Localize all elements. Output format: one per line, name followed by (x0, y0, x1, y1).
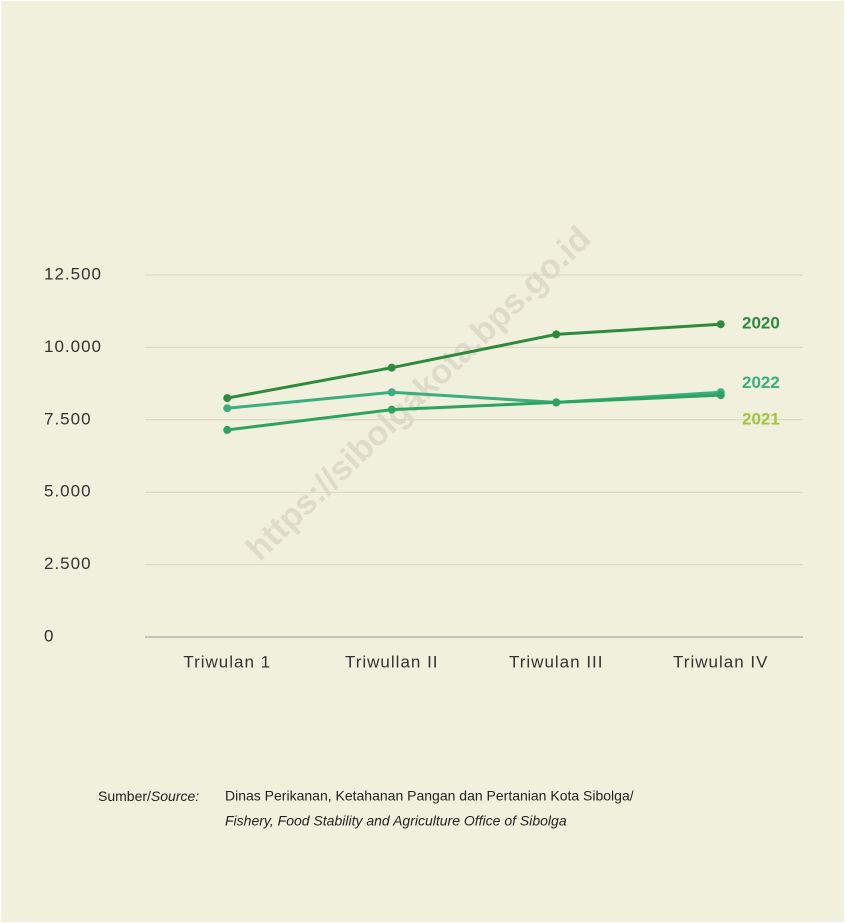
series-label: 2020 (742, 314, 780, 333)
source-label-id: Sumber/ (98, 788, 151, 804)
series-line (226, 322, 721, 400)
y-tick-label: 10.000 (44, 337, 102, 356)
source-label: Sumber/Source: (98, 788, 199, 804)
x-tick-label: Triwulan III (509, 652, 604, 671)
series-label: 2021 (742, 410, 780, 429)
y-tick-label: 5.000 (44, 482, 92, 501)
data-point (716, 391, 725, 400)
x-tick-label: Triwullan II (345, 652, 439, 671)
series-line (227, 393, 721, 432)
series-label: 2022 (742, 373, 780, 392)
y-tick-label: 2.500 (44, 554, 92, 573)
data-point (223, 425, 232, 434)
data-point (223, 394, 232, 403)
source-label-en: Source: (151, 788, 199, 804)
data-point (223, 404, 232, 413)
data-point (552, 330, 561, 339)
x-tick-label: Triwulan 1 (183, 652, 271, 671)
y-tick-label: 12.500 (44, 264, 102, 283)
data-point (552, 398, 561, 407)
y-tick-label: 0 (44, 626, 54, 645)
data-point (387, 405, 396, 414)
data-point (387, 363, 396, 372)
data-point (387, 388, 396, 397)
source-text: Dinas Perikanan, Ketahanan Pangan dan Pe… (225, 788, 634, 804)
source-text-en: Fishery, Food Stability and Agriculture … (225, 813, 567, 829)
x-tick-label: Triwulan IV (673, 652, 768, 671)
data-point (716, 320, 725, 329)
y-tick-label: 7.500 (44, 409, 92, 428)
